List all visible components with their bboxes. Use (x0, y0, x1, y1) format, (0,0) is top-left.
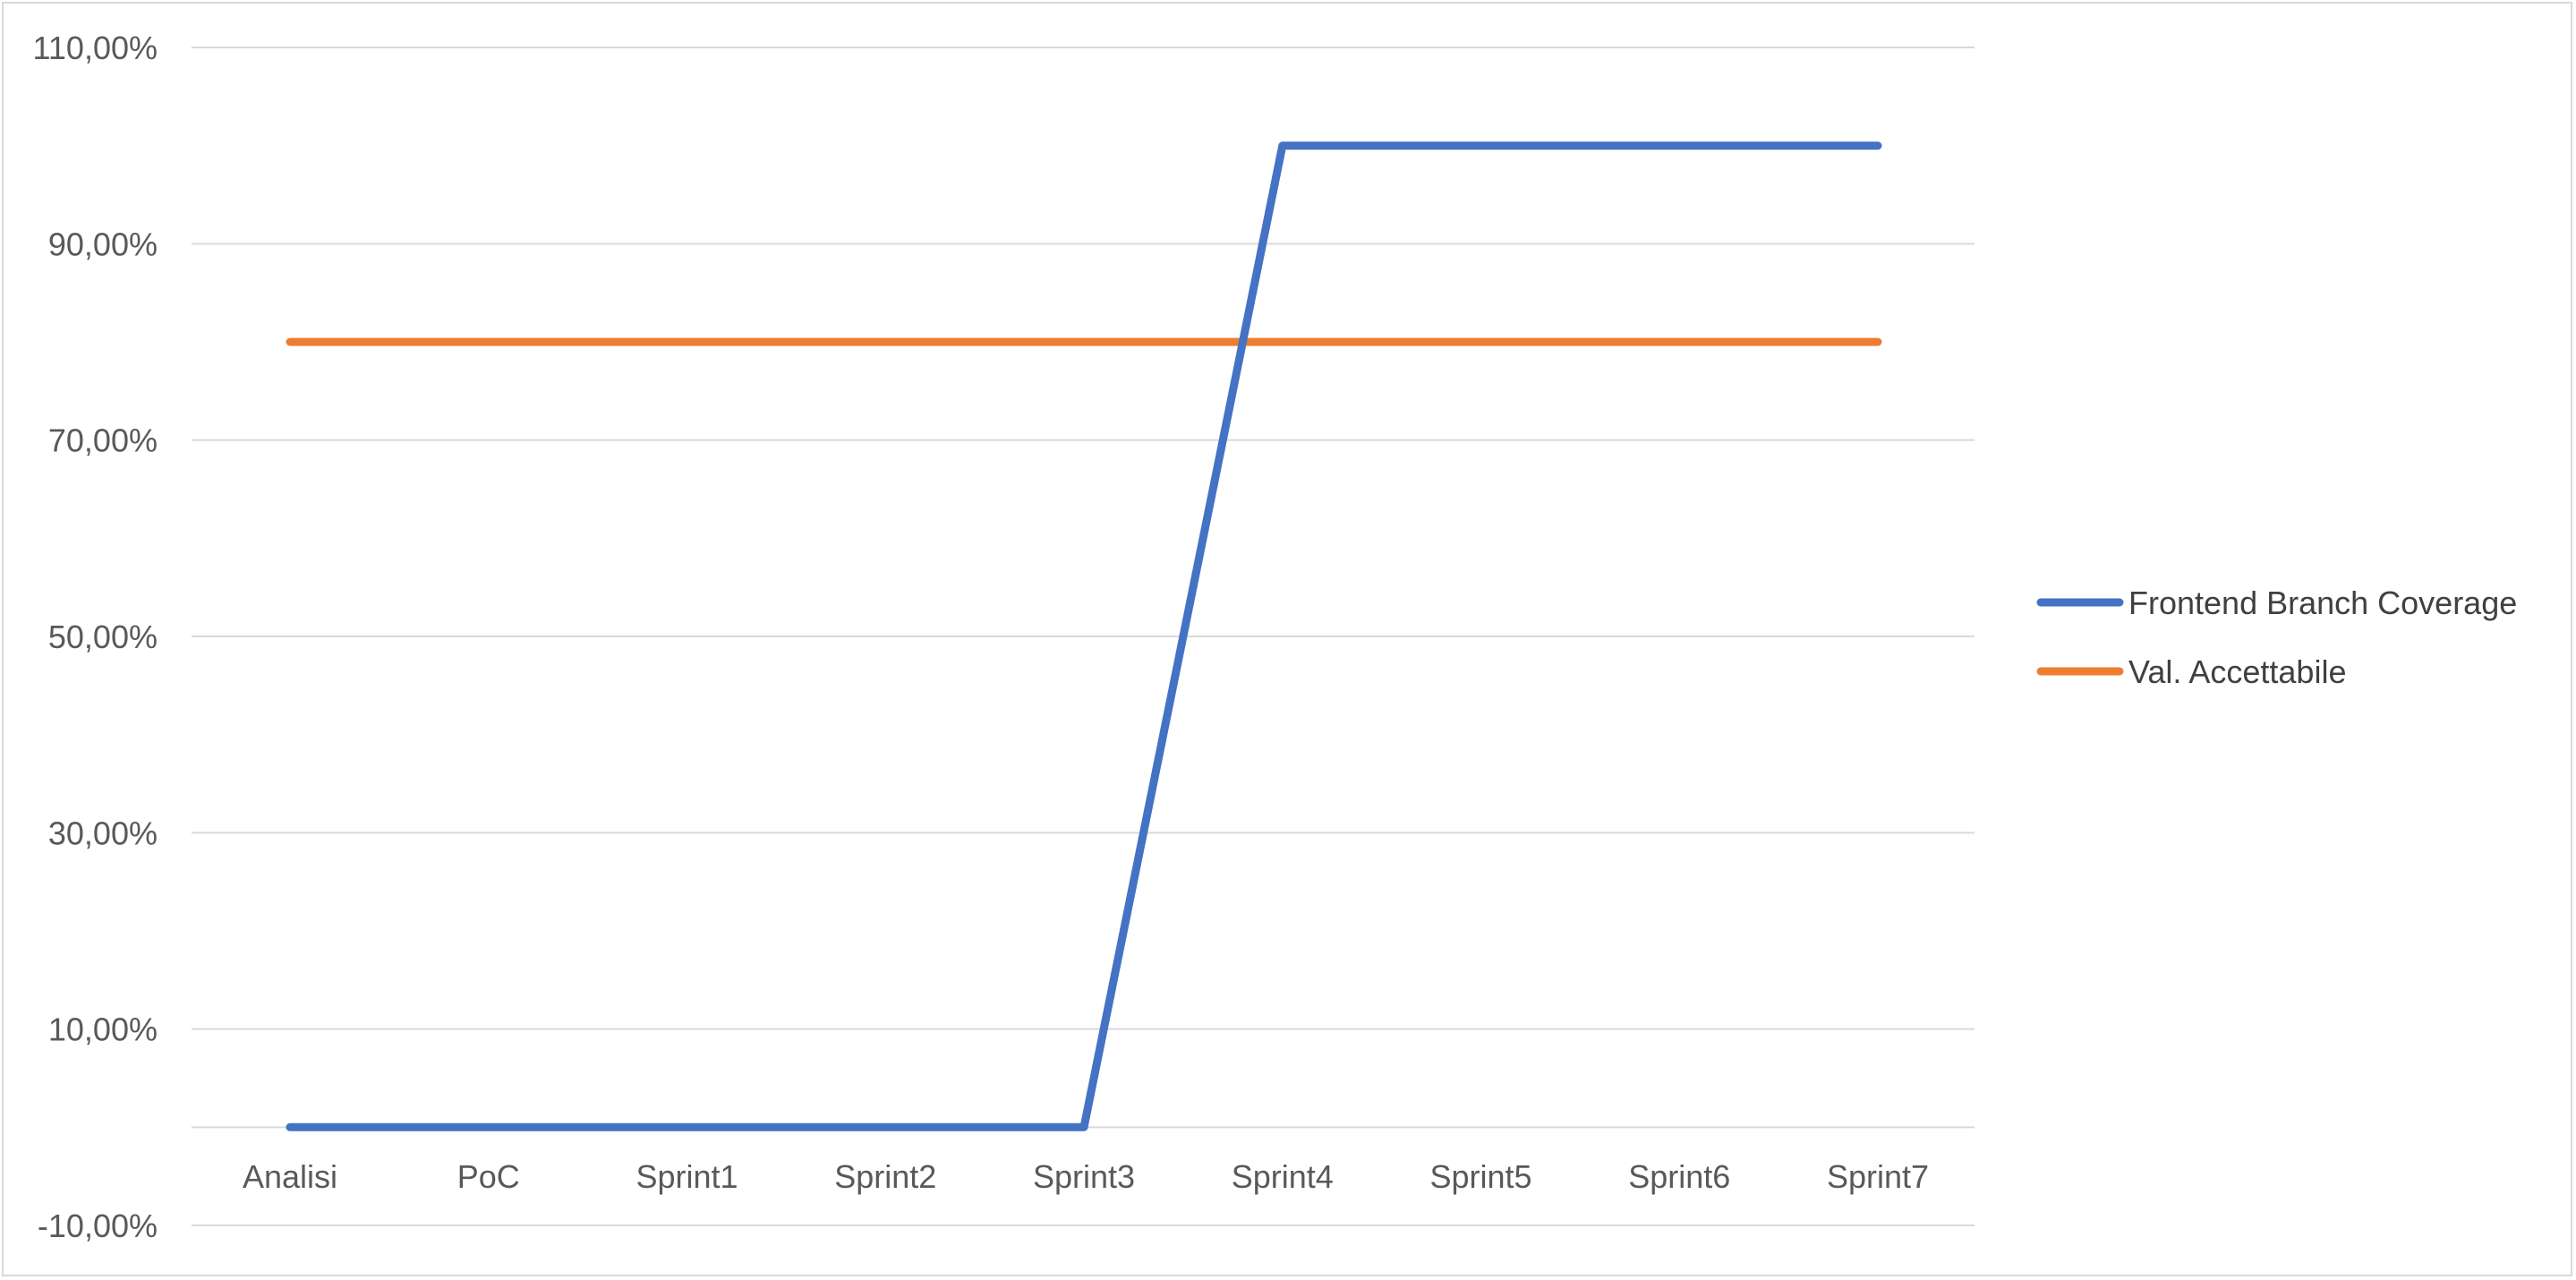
x-tick-label: Sprint5 (1429, 1158, 1531, 1195)
x-tick-label: Sprint1 (635, 1158, 738, 1195)
x-tick-label: Sprint2 (834, 1158, 936, 1195)
y-tick-label: 10,00% (48, 1011, 158, 1048)
x-tick-label: Sprint7 (1827, 1158, 1929, 1195)
y-tick-label: 50,00% (48, 619, 158, 655)
legend-label: Frontend Branch Coverage (2128, 585, 2517, 621)
series-line-frontend-branch-coverage (286, 141, 1882, 1131)
y-axis-tick-labels: -10,00% 10,00% 30,00% 50,00% 70,00% 90,00% 110… (33, 30, 158, 1244)
x-tick-label: Sprint4 (1232, 1158, 1334, 1195)
y-tick-label: -10,00% (38, 1207, 158, 1244)
gridlines (192, 47, 1975, 1226)
x-tick-label: Sprint3 (1033, 1158, 1135, 1195)
y-tick-label: 110,00% (33, 30, 158, 66)
x-tick-label: PoC (457, 1158, 520, 1195)
legend-label: Val. Accettabile (2128, 653, 2346, 690)
y-tick-label: 70,00% (48, 422, 158, 459)
x-axis-tick-labels: Analisi PoC Sprint1 Sprint2 Sprint3 Sprint4 Sp… (243, 1158, 1929, 1195)
x-tick-label: Sprint6 (1628, 1158, 1730, 1195)
series-lines (286, 141, 1882, 1131)
legend: Frontend Branch Coverage Val. Accettabile (2036, 585, 2517, 690)
y-tick-label: 90,00% (48, 226, 158, 262)
x-tick-label: Analisi (243, 1158, 337, 1195)
y-tick-label: 30,00% (48, 815, 158, 851)
